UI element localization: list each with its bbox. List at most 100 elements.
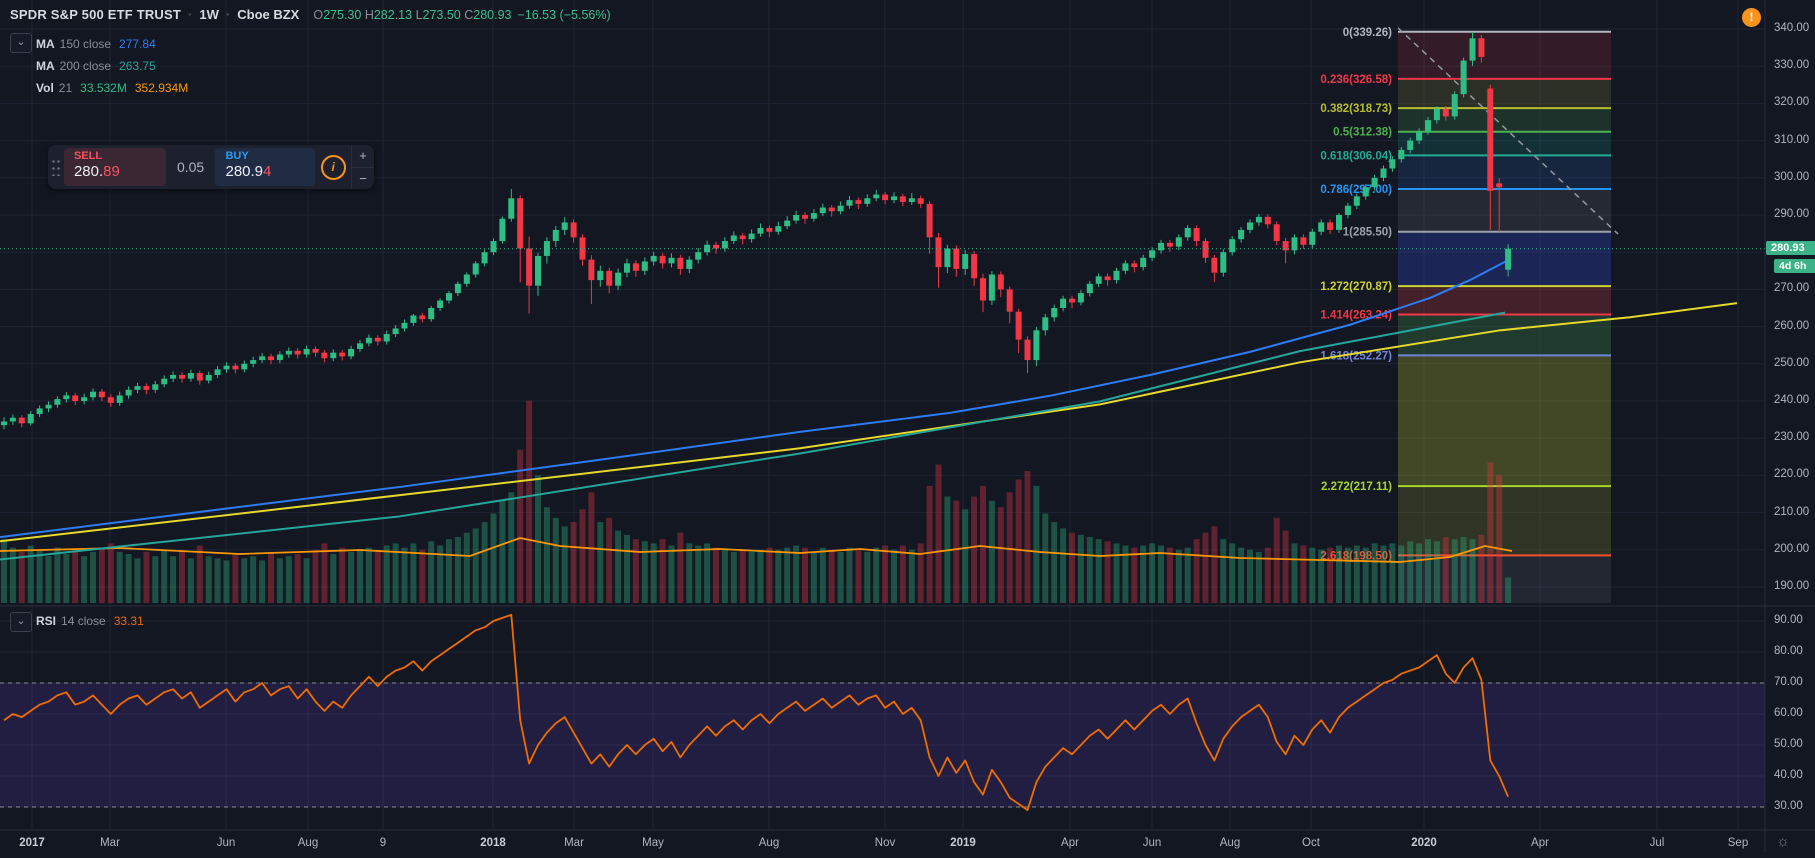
candle-body <box>570 222 577 238</box>
candle-body <box>713 244 719 249</box>
candle-body <box>855 200 862 204</box>
buy-button[interactable]: BUY 280.94 <box>215 148 316 186</box>
candle-body <box>1300 237 1307 245</box>
alert-warning-icon[interactable]: ! <box>1742 8 1761 27</box>
candle-body <box>481 252 488 264</box>
candle-body <box>1140 257 1147 268</box>
quantity-decrease-button[interactable]: − <box>359 170 367 186</box>
volume-bar <box>686 543 693 603</box>
candle-body <box>828 207 835 212</box>
quantity-increase-button[interactable]: + <box>352 145 374 168</box>
candle-body <box>1131 263 1138 268</box>
vol-current-value: 33.532M <box>80 81 127 95</box>
candle-body <box>899 196 906 202</box>
volume-bar <box>499 500 506 603</box>
time-axis[interactable]: 2017 Mar Jun Aug 9 2018 Mar May Aug Nov 2019 Apr Jun… <box>0 830 1815 858</box>
legend-ma150[interactable]: MA 150 close 277.84 <box>36 37 156 51</box>
candle-body <box>739 235 746 240</box>
candle-body <box>446 293 452 301</box>
candle-body <box>819 207 826 214</box>
volume-bar <box>223 560 230 603</box>
interval-button[interactable]: 1W <box>199 7 219 22</box>
candle-body <box>1122 263 1129 271</box>
volume-bar <box>873 547 880 603</box>
candle-body <box>152 384 159 390</box>
candle-body <box>926 203 933 238</box>
volume-bar <box>819 547 826 603</box>
volume-bar <box>196 545 203 603</box>
candle-body <box>1166 242 1173 247</box>
volume-bar <box>606 517 613 603</box>
volume-bar <box>321 543 328 603</box>
order-info-icon[interactable]: i <box>320 154 346 180</box>
time-tick-label: Mar <box>100 837 120 849</box>
volume-bar <box>543 507 550 603</box>
candle-body <box>837 205 844 212</box>
volume-bar <box>232 554 239 603</box>
rsi-value: 33.31 <box>113 614 144 628</box>
candle-body <box>410 315 417 323</box>
candle-body <box>1095 276 1102 284</box>
symbol-name[interactable]: SPDR S&P 500 ETF TRUST <box>10 7 182 22</box>
sell-button[interactable]: SELL 280.89 <box>63 148 166 186</box>
volume-bar <box>98 547 105 603</box>
candle-body <box>748 233 755 240</box>
legend-ma200[interactable]: MA 200 close 263.75 <box>36 59 156 73</box>
volume-bar <box>330 554 337 603</box>
time-tick-label: Oct <box>1302 837 1320 849</box>
volume-bar <box>713 547 719 603</box>
legend-volume[interactable]: Vol 21 33.532M 352.934M <box>36 81 188 95</box>
volume-bar <box>348 551 355 603</box>
candle-body <box>686 259 693 269</box>
volume-bar <box>721 549 728 603</box>
candle-body <box>9 417 16 422</box>
candle-body <box>908 198 915 202</box>
candle-body <box>873 194 880 199</box>
volume-bar <box>1425 539 1431 603</box>
candle-body <box>1264 216 1271 225</box>
candle-body <box>303 348 310 355</box>
candle-body <box>276 354 283 361</box>
volume-bar <box>116 551 123 603</box>
volume-bar <box>526 400 533 603</box>
fib-level-label: 0.236(326.58) <box>1320 74 1392 86</box>
ma200-params: 200 close <box>59 59 112 73</box>
volume-bar <box>205 556 212 603</box>
order-panel-drag-handle-icon[interactable] <box>48 145 64 189</box>
candle-body <box>988 274 995 301</box>
volume-bar <box>303 558 310 603</box>
candle-body <box>125 389 132 396</box>
volume-bar <box>1460 536 1467 603</box>
volume-bar <box>1433 541 1440 603</box>
volume-bar <box>908 549 915 603</box>
time-tick-label: Jun <box>216 837 236 849</box>
volume-bar <box>882 545 889 603</box>
fib-level-label: 0.5(312.38) <box>1333 127 1392 139</box>
candle-body <box>757 228 764 234</box>
volume-bar <box>1042 513 1049 603</box>
legend-rsi[interactable]: RSI 14 close 33.31 <box>36 614 144 628</box>
volume-bar <box>1478 534 1485 603</box>
dot-separator: · <box>188 7 193 22</box>
rsi-params: 14 close <box>61 614 106 628</box>
main-legend-collapse-chevron-icon[interactable]: ⌄ <box>10 33 32 53</box>
volume-bar <box>508 492 515 603</box>
candle-body <box>72 395 79 401</box>
candle-body <box>624 263 630 273</box>
timezone-settings-icon[interactable]: ☼ <box>1776 833 1790 850</box>
volume-bar <box>1264 547 1271 603</box>
candle-body <box>454 283 461 294</box>
candle-body <box>1469 38 1476 61</box>
fib-band <box>1398 155 1611 189</box>
volume-bar <box>1318 549 1325 603</box>
candle-body <box>472 263 479 275</box>
candle-body <box>1353 196 1360 206</box>
rsi-legend-collapse-chevron-icon[interactable]: ⌄ <box>10 612 32 632</box>
volume-bar <box>285 556 292 603</box>
candle-body <box>1327 222 1334 230</box>
candle-body <box>508 198 515 219</box>
volume-bar <box>134 558 141 603</box>
candle-body <box>107 397 114 403</box>
candle-body <box>891 196 897 201</box>
